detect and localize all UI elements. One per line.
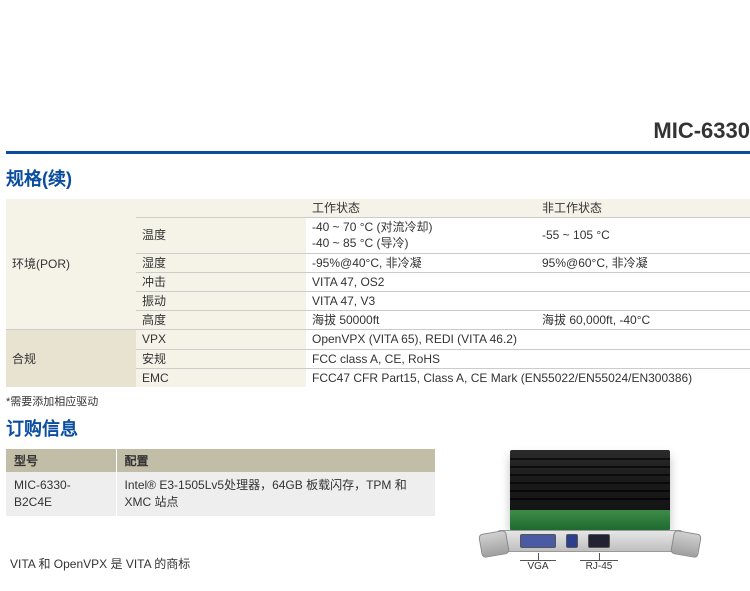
specs-section: 规格(续) 环境(POR) 工作状态 非工作状态 温度 -40 ~ 70 °C …: [6, 165, 750, 409]
heatsink-fin: [510, 458, 670, 460]
order-config: Intel® E3-1505Lv5处理器，64GB 板载闪存，TPM 和 XMC…: [116, 472, 436, 516]
rj45-port-label: RJ-45: [580, 560, 618, 572]
header-operating: 工作状态: [306, 199, 536, 218]
specs-footnote: *需要添加相应驱动: [6, 393, 750, 409]
trademark-note: VITA 和 OpenVPX 是 VITA 的商标: [10, 555, 190, 572]
env-vib-label: 振动: [136, 291, 306, 310]
order-col-config: 配置: [116, 449, 436, 472]
env-temp-op: -40 ~ 70 °C (对流冷却) -40 ~ 85 °C (导冷): [306, 218, 536, 253]
comp-safety-label: 安规: [136, 349, 306, 368]
header-blank: [136, 199, 306, 218]
ejector-handle-left: [478, 530, 510, 558]
env-shock-op: VITA 47, OS2: [306, 272, 536, 291]
heatsink-fin: [510, 490, 670, 492]
env-temp-nop: -55 ~ 105 °C: [536, 218, 750, 253]
env-hum-nop: 95%@60°C, 非冷凝: [536, 253, 750, 272]
comp-emc-val: FCC47 CFR Part15, Class A, CE Mark (EN55…: [306, 368, 750, 387]
comp-vpx-label: VPX: [136, 330, 306, 349]
env-temp-op-line2: -40 ~ 85 °C (导冷): [312, 236, 409, 250]
usb-port-icon: [566, 534, 578, 548]
env-hum-label: 湿度: [136, 253, 306, 272]
env-alt-label: 高度: [136, 311, 306, 330]
ordering-section: 订购信息 型号 配置 MIC-6330-B2C4E Intel® E3-1505…: [6, 415, 436, 516]
compliance-category-label: 合规: [6, 330, 136, 387]
env-category-label: 环境(POR): [6, 199, 136, 330]
vga-port-label: VGA: [520, 560, 556, 572]
header-rule: [6, 151, 750, 154]
product-title: MIC-6330: [653, 118, 750, 144]
env-vib-nop: [536, 291, 750, 310]
order-model: MIC-6330-B2C4E: [6, 472, 116, 516]
ordering-table: 型号 配置 MIC-6330-B2C4E Intel® E3-1505Lv5处理…: [6, 449, 436, 516]
ejector-handle-right: [670, 530, 702, 558]
heatsink-fin: [510, 482, 670, 484]
env-shock-nop: [536, 272, 750, 291]
vga-port-icon: [520, 534, 556, 548]
board-pcb: [510, 510, 670, 530]
comp-emc-label: EMC: [136, 368, 306, 387]
heatsink-fin: [510, 474, 670, 476]
table-row: MIC-6330-B2C4E Intel® E3-1505Lv5处理器，64GB…: [6, 472, 436, 516]
product-board-illustration: VGA RJ-45: [480, 450, 700, 580]
env-temp-op-line1: -40 ~ 70 °C (对流冷却): [312, 220, 433, 234]
comp-safety-val: FCC class A, CE, RoHS: [306, 349, 750, 368]
env-hum-op: -95%@40°C, 非冷凝: [306, 253, 536, 272]
env-shock-label: 冲击: [136, 272, 306, 291]
env-alt-nop: 海拔 60,000ft, -40°C: [536, 311, 750, 330]
specs-table: 环境(POR) 工作状态 非工作状态 温度 -40 ~ 70 °C (对流冷却)…: [6, 199, 750, 387]
ordering-section-title: 订购信息: [6, 415, 436, 441]
heatsink-fin: [510, 498, 670, 500]
heatsink-fin: [510, 466, 670, 468]
rj45-port-icon: [588, 534, 610, 548]
env-alt-op: 海拔 50000ft: [306, 311, 536, 330]
specs-section-title: 规格(续): [6, 165, 750, 191]
env-vib-op: VITA 47, V3: [306, 291, 536, 310]
env-temp-label: 温度: [136, 218, 306, 253]
order-col-model: 型号: [6, 449, 116, 472]
header-nonoperating: 非工作状态: [536, 199, 750, 218]
comp-vpx-val: OpenVPX (VITA 65), REDI (VITA 46.2): [306, 330, 750, 349]
